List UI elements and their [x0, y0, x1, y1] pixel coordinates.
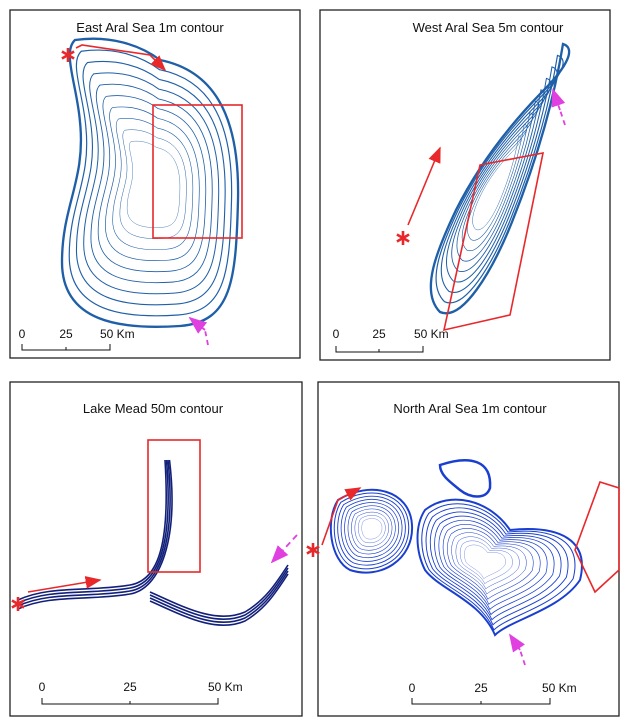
- contour-line: [90, 83, 213, 284]
- asterisk: [396, 233, 410, 243]
- contour-line: [105, 106, 200, 261]
- study-box: [442, 151, 545, 332]
- contour-line: [442, 524, 541, 605]
- scale-label: 50 Km: [100, 327, 135, 341]
- scale-label: 50 Km: [542, 681, 577, 695]
- panel-frame: [319, 9, 611, 361]
- scale-label: 0: [409, 681, 416, 695]
- contour-line: [75, 60, 226, 306]
- flow-arrow: [407, 146, 441, 226]
- contour-line: [472, 135, 522, 231]
- contour-line: [97, 95, 207, 273]
- contour-line: [347, 505, 396, 555]
- asterisk: [61, 50, 75, 60]
- contour-line: [461, 112, 534, 252]
- flow-arrow: [27, 576, 102, 593]
- study-box: [147, 439, 201, 573]
- scale-bar: [21, 344, 111, 351]
- panel-frame: [9, 9, 301, 359]
- panel-title: West Aral Sea 5m contour: [413, 20, 564, 35]
- contour-line: [344, 502, 400, 558]
- contour-line: [351, 508, 393, 551]
- contour-line: [68, 49, 233, 317]
- scale-label: 25: [474, 681, 488, 695]
- contour-line: [425, 507, 569, 626]
- scale-label: 0: [333, 327, 340, 341]
- contour-line: [451, 89, 546, 273]
- asterisk: [306, 545, 320, 555]
- contour-line: [361, 518, 383, 540]
- scale-label: 0: [19, 327, 26, 341]
- scale-label: 50 Km: [414, 327, 449, 341]
- contour-line: [17, 459, 289, 626]
- inflow-arrow: [510, 635, 525, 666]
- panel-title: East Aral Sea 1m contour: [76, 20, 224, 35]
- inflow-arrow: [190, 318, 209, 346]
- contour-line: [337, 495, 406, 566]
- contour-line: [329, 488, 413, 574]
- contour-line: [126, 140, 181, 228]
- contour-line: [456, 100, 540, 262]
- study-box: [152, 104, 243, 239]
- contour-line: [17, 459, 289, 623]
- contour-line: [333, 492, 410, 570]
- flow-arrow: [321, 487, 362, 546]
- contour-line: [416, 498, 583, 637]
- asterisks: [11, 48, 410, 611]
- contour-line: [447, 528, 534, 600]
- contour-line: [429, 511, 562, 621]
- contour-line: [438, 459, 492, 498]
- inflow-arrow: [270, 534, 298, 564]
- scale-label: 25: [59, 327, 73, 341]
- contour-line: [451, 532, 527, 595]
- scale-bar: [335, 346, 424, 353]
- study-box: [574, 481, 620, 594]
- scale-label: 0: [39, 680, 46, 694]
- contour-line: [358, 515, 386, 543]
- scale-label: 25: [372, 327, 386, 341]
- contour-line: [455, 536, 520, 590]
- scale-bar: [41, 698, 219, 705]
- scale-bar: [411, 698, 551, 705]
- contour-line: [459, 540, 513, 585]
- scale-label: 25: [123, 680, 137, 694]
- contour-line: [354, 511, 389, 547]
- contour-line: [440, 66, 558, 293]
- asterisk: [11, 599, 25, 609]
- contour-line: [112, 118, 194, 250]
- contour-line: [17, 459, 289, 620]
- contour-line: [464, 544, 506, 579]
- contour-line: [17, 459, 289, 617]
- panel-frame: [9, 381, 303, 717]
- contour-line: [445, 77, 552, 283]
- scale-label: 50 Km: [208, 680, 243, 694]
- contour-line: [438, 519, 548, 611]
- contour-line: [434, 515, 555, 616]
- contour-line: [421, 503, 576, 631]
- flow-arrow: [75, 44, 167, 72]
- panel-title: Lake Mead 50m contour: [83, 401, 224, 416]
- contour-line: [83, 72, 220, 295]
- panel-frame: [317, 381, 620, 717]
- panel-title: North Aral Sea 1m contour: [393, 401, 547, 416]
- inflow-arrow: [553, 90, 565, 126]
- contour-line: [340, 499, 403, 562]
